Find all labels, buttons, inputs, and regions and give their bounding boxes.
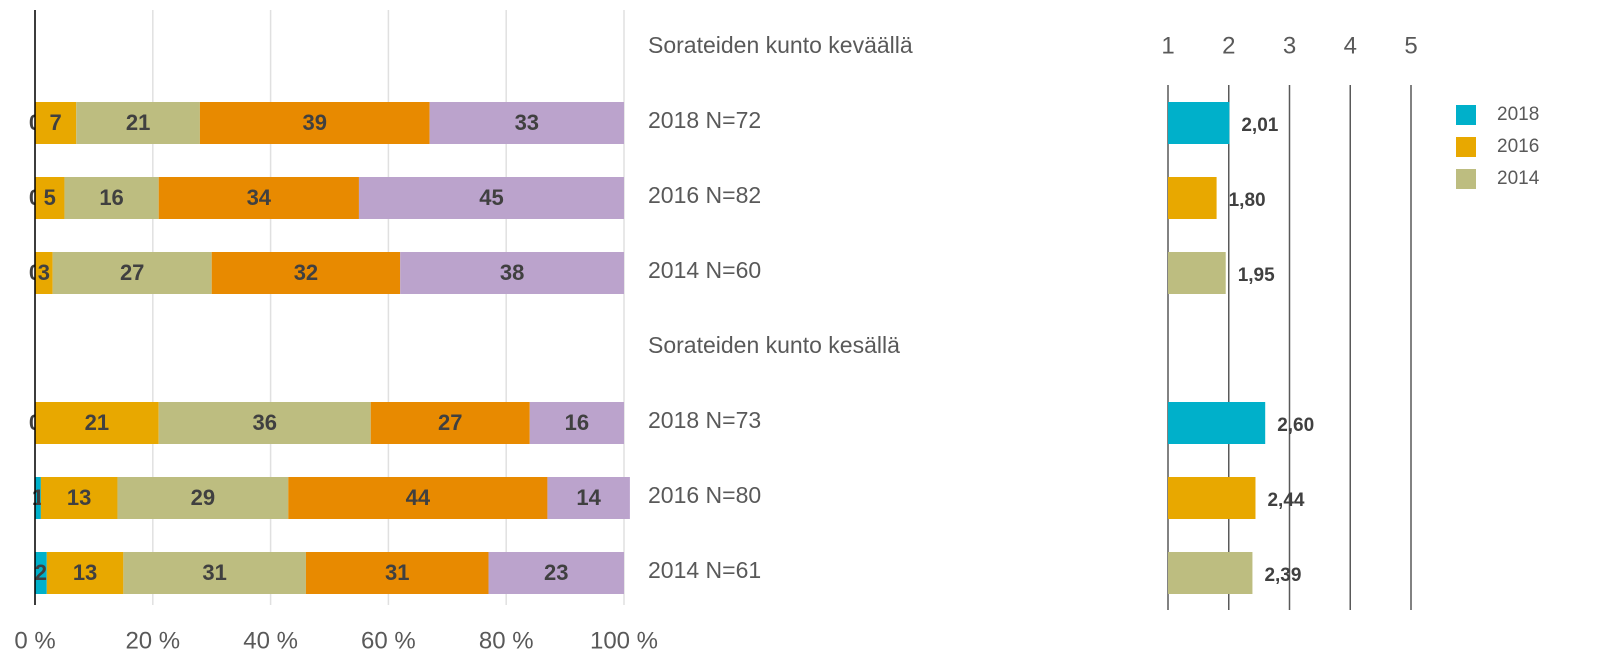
legend-label: 2018 <box>1497 104 1539 125</box>
data-label: 31 <box>202 560 226 585</box>
bar-segment <box>76 102 200 144</box>
bar-segment <box>400 252 624 294</box>
category-label: 2014 N=61 <box>648 557 761 583</box>
bar-segment <box>488 552 624 594</box>
data-label: 33 <box>515 110 539 135</box>
data-label: 2,60 <box>1277 415 1314 436</box>
data-label: 44 <box>406 485 431 510</box>
bar-segment <box>288 477 548 519</box>
data-label: 39 <box>303 110 327 135</box>
bar-segment <box>370 402 530 444</box>
data-label: 27 <box>120 260 144 285</box>
bar <box>1168 177 1217 219</box>
data-label: 2,01 <box>1241 115 1278 136</box>
data-label: 21 <box>85 410 109 435</box>
bar-segment <box>117 477 289 519</box>
category-label: 2016 N=82 <box>648 182 761 208</box>
category-label: 2014 N=60 <box>648 257 761 283</box>
bar-segment <box>123 552 306 594</box>
category-label: Sorateiden kunto kesällä <box>648 332 900 358</box>
bar <box>1168 402 1266 444</box>
category-label: 2018 N=73 <box>648 407 761 433</box>
data-label: 45 <box>479 185 503 210</box>
data-label: 38 <box>500 260 524 285</box>
data-label: 36 <box>252 410 276 435</box>
data-label: 2 <box>35 560 47 585</box>
data-label: 13 <box>67 485 91 510</box>
data-label: 1,80 <box>1229 190 1266 211</box>
x-tick-label: 80 % <box>479 627 534 654</box>
x-tick-label: 1 <box>1161 32 1174 59</box>
legend-swatch <box>1456 105 1476 125</box>
bar-segment <box>35 252 53 294</box>
bar-segment <box>158 402 371 444</box>
category-label: 2016 N=80 <box>648 482 761 508</box>
data-label: 1,95 <box>1238 265 1275 286</box>
data-label: 34 <box>247 185 272 210</box>
data-label: 29 <box>191 485 215 510</box>
category-label: Sorateiden kunto keväällä <box>648 32 913 58</box>
x-tick-label: 0 % <box>14 627 55 654</box>
x-tick-label: 40 % <box>243 627 298 654</box>
legend-label: 2016 <box>1497 136 1539 157</box>
bar-segment <box>35 177 65 219</box>
data-label: 7 <box>49 110 61 135</box>
data-label: 3 <box>38 260 50 285</box>
x-tick-label: 100 % <box>590 627 658 654</box>
data-label: 27 <box>438 410 462 435</box>
bar-segment <box>35 477 41 519</box>
bar <box>1168 477 1256 519</box>
data-label: 16 <box>565 410 589 435</box>
bar-segment <box>52 252 212 294</box>
x-tick-label: 60 % <box>361 627 416 654</box>
bar-segment <box>35 552 47 594</box>
data-label: 2,39 <box>1264 565 1301 586</box>
bar-segment <box>199 102 430 144</box>
x-tick-label: 5 <box>1404 32 1417 59</box>
bar-segment <box>429 102 624 144</box>
legend-swatch <box>1456 137 1476 157</box>
bar-segment <box>358 177 624 219</box>
bar <box>1168 252 1226 294</box>
data-label: 13 <box>73 560 97 585</box>
category-label: 2018 N=72 <box>648 107 761 133</box>
data-label: 14 <box>576 485 601 510</box>
data-label: 23 <box>544 560 568 585</box>
bar-segment <box>529 402 624 444</box>
data-label: 5 <box>44 185 56 210</box>
bar-segment <box>158 177 359 219</box>
data-label: 2,44 <box>1267 490 1304 511</box>
data-label: 31 <box>385 560 409 585</box>
x-tick-label: 2 <box>1222 32 1235 59</box>
data-label: 21 <box>126 110 150 135</box>
bar-segment <box>211 252 401 294</box>
data-label: 16 <box>99 185 123 210</box>
bar-segment <box>40 477 118 519</box>
data-label: 32 <box>294 260 318 285</box>
x-tick-label: 20 % <box>125 627 180 654</box>
bar-segment <box>305 552 489 594</box>
x-tick-label: 3 <box>1283 32 1296 59</box>
bar-segment <box>35 102 77 144</box>
x-tick-label: 4 <box>1344 32 1357 59</box>
bar <box>1168 552 1253 594</box>
legend-label: 2014 <box>1497 168 1540 189</box>
bar <box>1168 102 1230 144</box>
legend-swatch <box>1456 169 1476 189</box>
bar-segment <box>46 552 124 594</box>
bar-segment <box>64 177 159 219</box>
bar-segment <box>547 477 630 519</box>
bar-segment <box>35 402 159 444</box>
